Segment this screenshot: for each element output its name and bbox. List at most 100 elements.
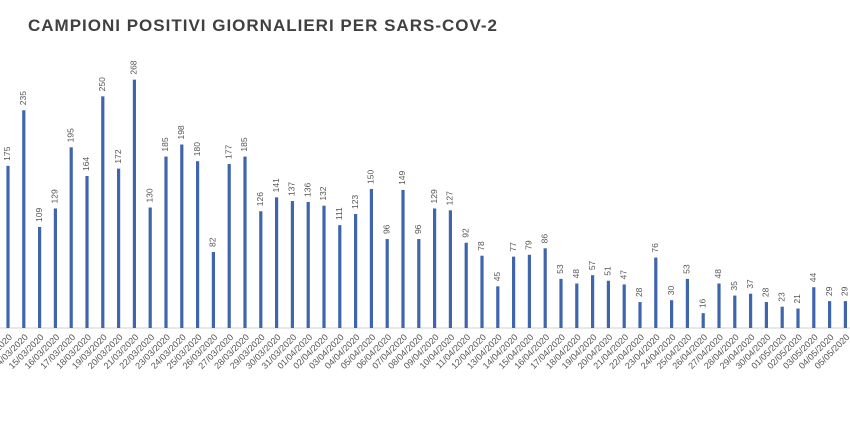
data-label: 130	[144, 188, 154, 202]
bar	[606, 280, 610, 328]
data-label: 198	[176, 125, 186, 139]
bar	[243, 156, 247, 328]
bar	[38, 226, 42, 328]
bar	[69, 147, 73, 328]
data-label: 149	[397, 170, 407, 184]
bar	[733, 295, 737, 328]
data-label: 53	[555, 264, 565, 274]
data-label: 164	[81, 157, 91, 171]
data-label: 137	[287, 182, 297, 196]
bar	[417, 239, 421, 328]
bar	[259, 211, 263, 328]
data-label: 28	[634, 287, 644, 297]
data-label: 175	[2, 146, 12, 160]
data-label: 16	[697, 298, 707, 308]
data-label: 195	[65, 128, 75, 142]
bar	[828, 301, 832, 328]
data-label: 51	[603, 266, 613, 276]
bar	[354, 214, 358, 328]
bar	[764, 302, 768, 328]
bar	[796, 308, 800, 328]
data-label: 172	[113, 149, 123, 163]
bar	[559, 278, 563, 328]
bar	[385, 239, 389, 328]
bar	[180, 144, 184, 328]
bar	[812, 287, 816, 328]
bar	[638, 302, 642, 328]
bar	[85, 176, 89, 328]
bar	[275, 197, 279, 328]
bar	[622, 284, 626, 328]
bar	[196, 161, 200, 328]
data-label: 129	[429, 189, 439, 203]
data-label: 78	[476, 241, 486, 251]
bar	[306, 201, 310, 328]
data-label: 48	[571, 269, 581, 279]
data-label: 45	[492, 272, 502, 282]
bar	[780, 306, 784, 328]
data-label: 141	[271, 178, 281, 192]
data-label: 111	[334, 207, 344, 220]
bar	[543, 248, 547, 328]
data-label: 127	[445, 191, 455, 205]
data-label: 44	[808, 272, 818, 282]
data-label: 29	[824, 286, 834, 296]
chart-title: CAMPIONI POSITIVI GIORNALIERI PER SARS-C…	[28, 16, 498, 35]
data-label: 53	[682, 264, 692, 274]
bar	[717, 283, 721, 328]
bar	[211, 252, 215, 328]
bar	[701, 313, 705, 328]
bar	[227, 163, 231, 328]
bar	[53, 208, 57, 328]
data-label: 96	[413, 224, 423, 234]
data-label: 180	[192, 142, 202, 156]
data-label: 48	[713, 269, 723, 279]
bar	[843, 301, 847, 328]
data-label: 76	[650, 243, 660, 253]
data-label: 185	[160, 137, 170, 151]
bar	[117, 168, 121, 328]
data-label: 77	[508, 242, 518, 252]
data-label: 47	[618, 270, 628, 280]
data-label: 30	[666, 285, 676, 295]
data-label: 86	[539, 234, 549, 244]
data-label: 57	[587, 260, 597, 270]
data-label: 92	[460, 228, 470, 238]
data-label: 235	[18, 91, 28, 105]
data-label: 79	[524, 240, 534, 250]
bar	[338, 225, 342, 328]
bar	[591, 275, 595, 328]
data-label: 250	[97, 77, 107, 91]
data-label: 109	[34, 208, 44, 222]
data-label: 150	[366, 170, 376, 184]
bar	[164, 156, 168, 328]
bar	[685, 278, 689, 328]
bar	[448, 210, 452, 328]
data-label: 96	[381, 224, 391, 234]
data-label: 35	[729, 281, 739, 291]
data-label: 37	[745, 279, 755, 289]
data-label: 23	[776, 292, 786, 302]
bar	[101, 96, 105, 328]
data-label: 177	[223, 145, 233, 159]
data-label: 136	[302, 183, 312, 197]
bar	[527, 254, 531, 328]
bar	[290, 201, 294, 328]
bar	[496, 286, 500, 328]
bar	[322, 205, 326, 328]
bar	[512, 256, 516, 328]
bar	[575, 283, 579, 328]
data-label: 185	[239, 137, 249, 151]
bar	[369, 189, 373, 328]
bar	[148, 207, 152, 328]
data-label: 29	[840, 286, 850, 296]
bar	[401, 189, 405, 328]
bar	[654, 257, 658, 328]
data-label: 132	[318, 186, 328, 200]
bar	[749, 293, 753, 328]
bar	[464, 242, 468, 328]
bar	[6, 165, 10, 328]
bar	[22, 110, 26, 328]
bar	[480, 255, 484, 328]
